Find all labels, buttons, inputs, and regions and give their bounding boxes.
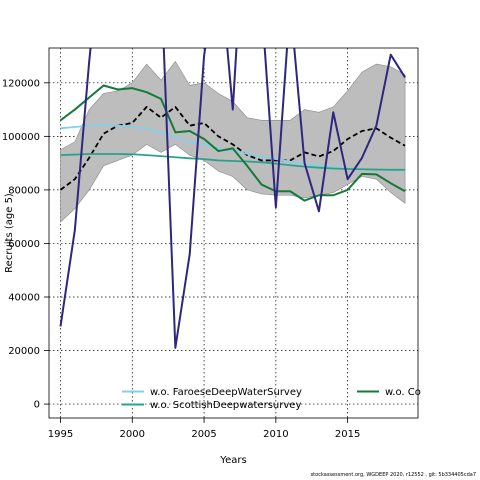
legend: w.o. FaroeseDeepWaterSurvey w.o. Scottish… [122, 387, 421, 411]
grid-lines [49, 48, 418, 418]
series-line-2 [60, 153, 406, 171]
y-axis-title: Recruits (age 5) [4, 193, 15, 273]
footer-note: stockassessment.org, WGDEEP 2020, r12552… [310, 472, 476, 478]
x-tick-label-3: 2010 [263, 429, 288, 440]
y-tick-label-5: 100000 [2, 132, 40, 143]
y-tick-label-2: 40000 [8, 292, 40, 303]
series-layer [59, 48, 406, 349]
confidence-band [60, 60, 406, 223]
confidence-band-layer [60, 60, 406, 223]
x-tick-label-2: 2005 [191, 429, 216, 440]
x-axis-title: Years [219, 455, 246, 466]
x-tick-label-1: 2000 [120, 429, 145, 440]
x-tick-label-0: 1995 [48, 429, 73, 440]
x-tick-label-4: 2015 [335, 429, 360, 440]
series-line-3 [59, 84, 406, 202]
legend-label-1: w.o. ScottishDeepwatersurvey [150, 400, 301, 411]
series-line-4 [59, 48, 406, 349]
x-axis: 1995 2000 2005 2010 2015 [48, 418, 360, 440]
legend-label-2: w.o. Co [385, 387, 421, 398]
y-tick-label-0: 0 [34, 400, 40, 411]
legend-label-0: w.o. FaroeseDeepWaterSurvey [150, 387, 302, 398]
y-tick-label-6: 120000 [2, 78, 40, 89]
plot-frame [48, 47, 419, 419]
y-tick-label-3: 60000 [8, 239, 40, 250]
y-axis: 0 20000 40000 60000 80000 100000 120000 [2, 78, 49, 411]
y-tick-label-4: 80000 [8, 185, 40, 196]
y-tick-label-1: 20000 [8, 346, 40, 357]
